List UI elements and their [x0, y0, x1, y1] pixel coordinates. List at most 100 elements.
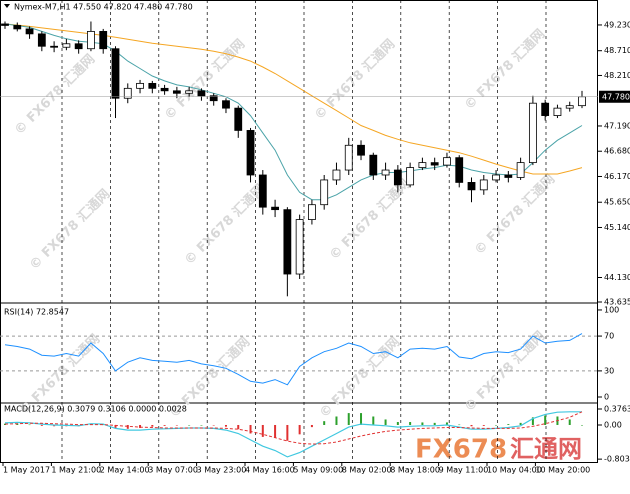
histogram-bar: [139, 424, 142, 428]
histogram-bar: [445, 422, 448, 425]
y-tick-label: 0: [604, 392, 609, 401]
histogram-bar: [163, 424, 166, 426]
y-tick-label: 46.680: [604, 147, 630, 156]
histogram-bar: [188, 424, 191, 426]
y-tick-label: 46.170: [604, 172, 630, 181]
x-tick-label: 3 May 23:00: [197, 466, 247, 475]
histogram-bar: [372, 416, 375, 425]
y-tick-label: 0.00: [604, 420, 622, 429]
candle-body: [344, 144, 353, 171]
y-tick-label: 70: [604, 332, 614, 341]
x-tick-label: 5 May 09:00: [293, 466, 343, 475]
histogram-bar: [224, 424, 227, 427]
y-tick-label: 30: [604, 366, 614, 375]
histogram-bar: [396, 422, 399, 425]
indicator-line: [4, 333, 583, 386]
candle-body: [357, 144, 365, 156]
histogram-bar: [4, 423, 6, 425]
candle-body: [148, 82, 157, 89]
histogram-bar: [53, 424, 56, 427]
candle-body: [123, 87, 132, 99]
histogram-bar: [409, 422, 412, 425]
histogram-bar: [261, 424, 264, 437]
x-tick-label: 2 May 14:00: [100, 466, 150, 475]
histogram-bar: [102, 424, 105, 426]
histogram-bar: [507, 424, 510, 425]
histogram-bar: [212, 424, 215, 426]
x-tick-label: 1 May 21:00: [51, 466, 101, 475]
candle-body: [467, 182, 476, 191]
logo-brand: FX678: [415, 435, 507, 465]
histogram-bar: [335, 416, 338, 425]
candle-body: [418, 162, 427, 168]
candle-body: [332, 169, 341, 181]
y-tick-label: 45.650: [604, 198, 630, 207]
histogram-bar: [544, 415, 547, 425]
candle-body: [197, 90, 206, 97]
candle-body: [492, 174, 500, 181]
last-price-box: [599, 90, 630, 103]
candle-body: [246, 130, 255, 176]
x-tick-label: 3 May 07:00: [148, 466, 198, 475]
candle-body: [430, 162, 439, 166]
candle-body: [369, 154, 378, 176]
histogram-bar: [175, 424, 178, 426]
histogram-bar: [360, 413, 363, 425]
y-tick-label: 100: [604, 305, 619, 314]
candle-body: [172, 90, 181, 94]
candle-body: [87, 30, 95, 50]
histogram-bar: [237, 424, 240, 430]
candle-body: [37, 33, 46, 47]
y-tick-label: 45.140: [604, 223, 630, 232]
candle-body: [50, 45, 59, 48]
candle-body: [74, 43, 83, 50]
indicator-title: MACD(12,26,9) 0.3079 0.3106 0.0000 0.002…: [4, 405, 187, 414]
candle-body: [222, 100, 230, 109]
candle-body: [393, 169, 402, 186]
y-tick-label: 48.210: [604, 71, 630, 80]
last-price-label: 47.780: [602, 92, 630, 101]
y-tick-label: 47.190: [604, 121, 630, 130]
x-tick-label: 4 May 16:00: [245, 466, 295, 475]
candle-body: [381, 169, 390, 176]
indicator-title: RSI(14) 72.8547: [4, 308, 69, 317]
histogram-bar: [433, 422, 436, 425]
candle-body: [504, 174, 513, 178]
histogram-bar: [249, 424, 252, 434]
y-tick-label: -0.8035: [604, 455, 630, 464]
histogram-bar: [298, 424, 301, 435]
candle-body: [13, 25, 22, 30]
x-tick-label: 1 May 2017: [3, 466, 50, 475]
candle-body: [271, 206, 279, 211]
y-tick-label: 48.710: [604, 46, 630, 55]
candle-body: [406, 167, 415, 186]
histogram-bar: [310, 424, 313, 428]
histogram-bar: [323, 421, 326, 425]
histogram-bar: [286, 424, 289, 441]
candle-body: [528, 102, 537, 164]
candle-body: [185, 90, 194, 94]
candle-body: [234, 107, 243, 131]
candle-body: [308, 204, 316, 220]
candle-body: [553, 107, 562, 116]
histogram-bar: [458, 424, 461, 426]
y-tick-label: 49.230: [604, 20, 630, 29]
histogram-bar: [200, 424, 203, 426]
candle-body: [111, 48, 120, 99]
y-tick-label: 44.130: [604, 273, 630, 282]
indicator-line: [4, 411, 583, 445]
x-tick-label: 9 May 11:00: [439, 466, 489, 475]
x-tick-label: 8 May 18:00: [390, 466, 440, 475]
histogram-bar: [421, 422, 424, 425]
histogram-bar: [495, 424, 498, 426]
candle-body: [99, 30, 108, 50]
candle-body: [1, 23, 9, 26]
candle-body: [541, 102, 550, 116]
candle-body: [320, 179, 329, 206]
candle-body: [565, 105, 574, 109]
candle-body: [62, 43, 71, 48]
candle-body: [209, 95, 218, 102]
histogram-bar: [482, 424, 485, 426]
candle-body: [516, 162, 525, 178]
